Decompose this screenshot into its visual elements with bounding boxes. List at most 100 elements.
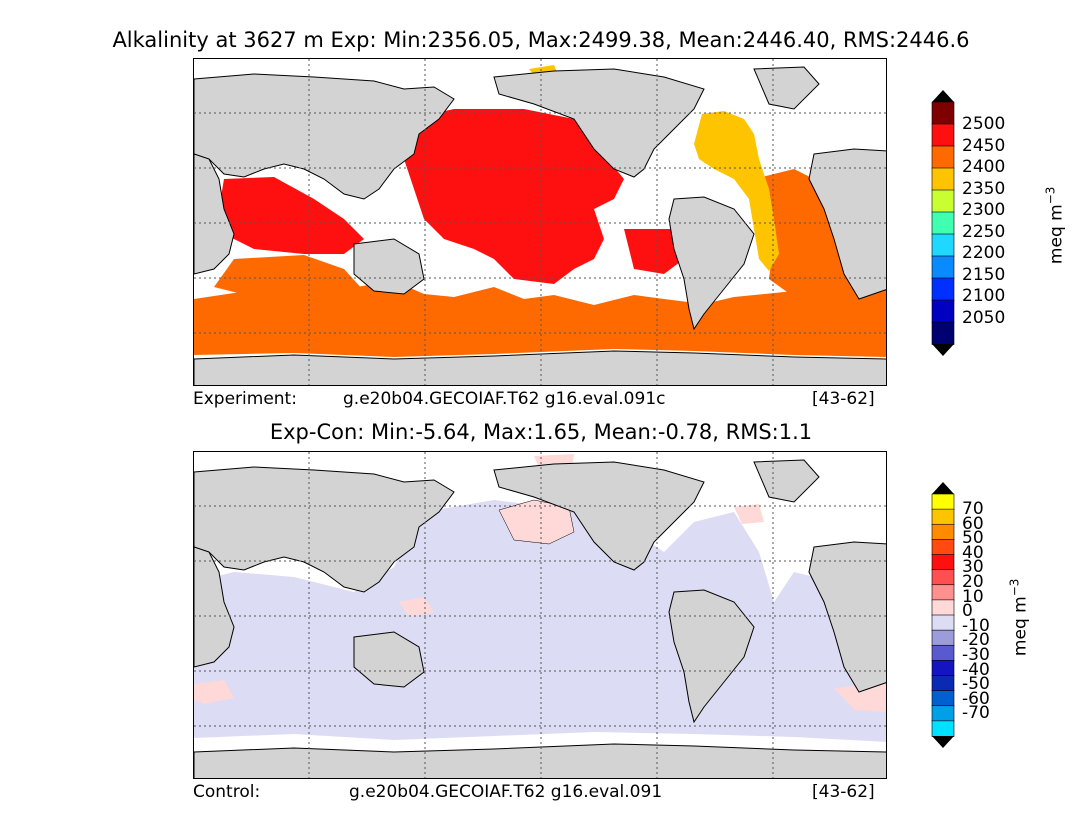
bottom-colorbar-color-segment: [931, 508, 955, 526]
top-colorbar-unit-base: meq m: [1046, 204, 1067, 265]
southern-ocean-region: [194, 281, 886, 357]
north-atlantic-positive: [734, 504, 764, 524]
top-colorbar-color-segment: [931, 299, 955, 323]
top-colorbar-tick-label: 2050: [962, 307, 1006, 328]
top-colorbar-tick-label: 2400: [962, 157, 1006, 177]
bottom-colorbar-color-segment: [931, 705, 955, 722]
top-colorbar: [931, 90, 955, 356]
bottom-map: [193, 451, 887, 779]
bottom-colorbar-tick-label: 70: [962, 499, 984, 519]
bottom-colorbar-over-triangle: [932, 482, 954, 494]
top-colorbar-color-segment: [931, 321, 955, 345]
antarctica-land: [194, 350, 886, 385]
bottom-colorbar-unit-base: meq m: [1010, 596, 1031, 657]
north-america-land: [493, 68, 705, 178]
bottom-colorbar-tick-label: -50: [962, 674, 990, 695]
bottom-colorbar-unit: meq m−3: [1008, 567, 1031, 667]
indian-ocean-south: [214, 255, 364, 299]
southwest-positive: [194, 680, 234, 704]
greenland-land: [753, 66, 820, 110]
bottom-colorbar-tick-label: 20: [962, 572, 984, 592]
southeast-positive: [834, 682, 886, 712]
top-map: [193, 58, 887, 386]
greenland-land: [753, 459, 820, 503]
bottom-colorbar-color-segment: [931, 569, 955, 586]
bottom-colorbar-color-segment: [931, 629, 955, 647]
top-colorbar-over-triangle: [932, 90, 954, 102]
south-pacific-patch: [624, 229, 684, 274]
bottom-colorbar-color-segment: [931, 644, 955, 662]
north-pacific-region: [404, 109, 624, 284]
africa-west-land: [808, 541, 886, 693]
bottom-colorbar-tick-label: 0: [962, 601, 973, 622]
bottom-colorbar-color-segment: [931, 554, 955, 571]
bottom-colorbar-color-segment: [931, 690, 955, 707]
top-caption-years: [43-62]: [812, 389, 875, 409]
top-map-svg: [194, 59, 886, 385]
top-colorbar-color-segment: [931, 255, 955, 279]
top-colorbar-unit-exp: −3: [1043, 186, 1058, 205]
north-atlantic-region: [694, 111, 779, 271]
top-colorbar-color-segment: [931, 167, 955, 191]
south-america-land: [668, 589, 755, 724]
australia-land: [353, 238, 425, 295]
alkalinity-field: [194, 65, 886, 357]
antarctica-land: [194, 743, 886, 778]
bottom-colorbar: [931, 482, 955, 748]
top-colorbar-color-segment: [931, 277, 955, 301]
bottom-panel-title: Exp-Con: Min:-5.64, Max:1.65, Mean:-0.78…: [269, 420, 813, 444]
australia-land: [353, 631, 425, 688]
top-colorbar-tick-label: 2350: [962, 178, 1006, 199]
bottom-colorbar-tick-label: -20: [962, 630, 990, 651]
africa-east-land: [194, 546, 235, 668]
top-colorbar-tick-label: 2300: [962, 200, 1006, 220]
bottom-colorbar-tick-label: -40: [962, 659, 990, 680]
africa-east-land: [194, 153, 235, 275]
top-colorbar-color-segment: [931, 233, 955, 257]
land-masses: [194, 459, 886, 778]
bottom-colorbar-color-segment: [931, 675, 955, 692]
bottom-colorbar-tick-label: -70: [962, 703, 990, 724]
north-america-land: [493, 461, 705, 571]
north-pacific-positive: [498, 499, 575, 545]
bottom-colorbar-color-segment: [931, 599, 955, 616]
bottom-colorbar-color-segment: [931, 660, 955, 677]
bottom-colorbar-color-segment: [931, 539, 955, 556]
bottom-colorbar-tick-label: 10: [962, 586, 984, 607]
bottom-colorbar-tick-label: 50: [962, 528, 984, 549]
bottom-map-svg: [194, 452, 886, 778]
graticule: [194, 59, 886, 385]
top-colorbar-tick-label: 2450: [962, 135, 1006, 156]
bottom-colorbar-unit-exp: −3: [1007, 578, 1022, 597]
bottom-caption-case: g.e20b04.GECOIAF.T62 g16.eval.091: [349, 782, 663, 802]
bottom-caption-label: Control:: [193, 782, 261, 802]
bottom-colorbar-color-segment: [931, 523, 955, 541]
bottom-colorbar-tick-label: -10: [962, 615, 990, 636]
top-colorbar-unit: meq m−3: [1044, 175, 1067, 275]
bottom-colorbar-color-segment: [931, 584, 955, 601]
top-colorbar-color-segment: [931, 211, 955, 235]
bottom-colorbar-tick-label: 60: [962, 513, 984, 534]
top-colorbar-color-segment: [931, 101, 955, 125]
bottom-colorbar-color-segment: [931, 614, 955, 631]
top-colorbar-color-segment: [931, 145, 955, 169]
top-colorbar-tick-label: 2200: [962, 243, 1006, 263]
bottom-colorbar-tick-label: -60: [962, 688, 990, 709]
top-colorbar-tick-label: 2250: [962, 221, 1006, 242]
bottom-colorbar-tick-label: -30: [962, 645, 990, 665]
bottom-caption-years: [43-62]: [812, 782, 875, 802]
bottom-colorbar-color-segment: [931, 720, 955, 737]
africa-west-land: [808, 148, 886, 300]
bottom-colorbar-tick-label: 40: [962, 542, 984, 563]
top-colorbar-color-segment: [931, 123, 955, 147]
top-caption-case: g.e20b04.GECOIAF.T62 g16.eval.091c: [343, 389, 666, 409]
top-colorbar-tick-label: 2150: [962, 264, 1006, 285]
bottom-colorbar-tick-label: 30: [962, 557, 984, 578]
top-colorbar-under-triangle: [932, 344, 954, 356]
graticule: [194, 452, 886, 778]
south-america-land: [668, 196, 755, 331]
indian-ocean-north: [219, 177, 364, 254]
top-caption-label: Experiment:: [193, 389, 297, 409]
top-colorbar-tick-label: 2500: [962, 114, 1006, 134]
top-panel-title: Alkalinity at 3627 m Exp: Min:2356.05, M…: [112, 28, 970, 52]
